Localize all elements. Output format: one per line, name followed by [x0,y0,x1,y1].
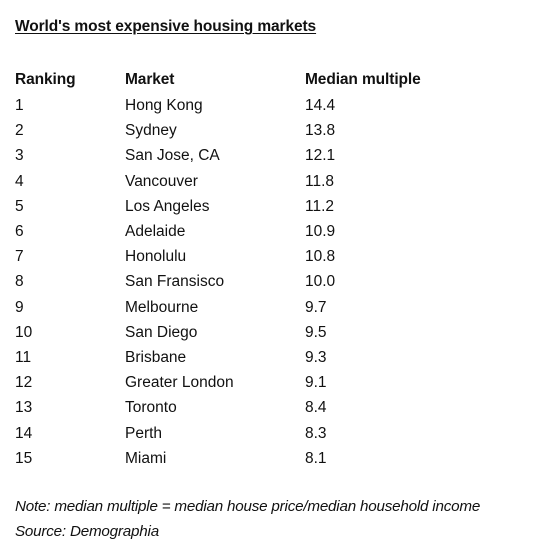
ranking-cell: 1 [15,97,24,114]
market-cell: Perth [125,424,163,442]
market-cell: San Fransisco [125,273,225,291]
market-cell: Sydney [125,122,177,140]
market-cell: Adelaide [125,223,186,241]
median-multiple-cell: 10.8 [305,248,336,266]
ranking-cell: 14 [15,424,33,442]
median-multiple-cell: 10.0 [305,273,336,291]
median-multiple-cell: 12.1 [305,147,336,165]
footnote-block: Note: median multiple = median house pri… [15,494,554,544]
ranking-cell: 13 [15,399,33,417]
table-body: 1 Hong Kong 14.4 2 Sydney 13.8 3 San Jose, CA 12… [15,93,455,471]
ranking-column-header: Ranking [15,71,76,89]
table-row: 1 Hong Kong 14.4 [15,93,455,118]
ranking-cell: 2 [15,122,24,140]
market-cell: Miami [125,449,167,467]
table-row: 9 Melbourne 9.7 [15,295,455,320]
median-multiple-cell: 9.1 [305,374,327,392]
housing-markets-table: Ranking Market Median multiple 1 Hong Kon… [15,67,455,471]
market-cell: Vancouver [125,172,198,190]
market-cell: San Diego [125,323,198,341]
ranking-cell: 11 [15,349,32,367]
median-multiple-cell: 8.4 [305,399,327,417]
table-row: 3 San Jose, CA 12.1 [15,143,455,168]
median-multiple-column-header: Median multiple [305,71,421,89]
table-row: 6 Adelaide 10.9 [15,219,455,244]
table-header-row: Ranking Market Median multiple [15,67,455,93]
median-multiple-cell: 13.8 [305,122,336,140]
ranking-cell: 7 [15,248,24,266]
document-title: World's most expensive housing markets [15,18,317,35]
ranking-cell: 9 [15,298,24,316]
ranking-cell: 3 [15,147,24,165]
market-cell: Toronto [125,399,177,417]
table-row: 8 San Fransisco 10.0 [15,269,455,294]
market-cell: Brisbane [125,349,187,367]
median-multiple-cell: 14.4 [305,97,336,114]
ranking-cell: 4 [15,172,24,190]
median-multiple-cell: 9.7 [305,298,327,316]
ranking-cell: 12 [15,374,33,392]
median-multiple-cell: 9.5 [305,323,327,341]
ranking-cell: 5 [15,197,24,215]
median-multiple-cell: 9.3 [305,349,327,367]
market-cell: Honolulu [125,248,187,266]
table-row: 4 Vancouver 11.8 [15,169,455,194]
document-page: World's most expensive housing markets R… [15,16,550,471]
table-row: 12 Greater London 9.1 [15,370,455,395]
ranking-cell: 15 [15,449,33,467]
median-multiple-cell: 11.8 [305,172,335,190]
market-cell: Hong Kong [125,97,203,114]
table-row: 5 Los Angeles 11.2 [15,194,455,219]
table-row: 11 Brisbane 9.3 [15,345,455,370]
source-text: Source: Demographia [15,523,159,540]
median-multiple-cell: 8.1 [305,449,327,467]
note-text: Note: median multiple = median house pri… [15,498,481,515]
table-row: 2 Sydney 13.8 [15,118,455,143]
ranking-cell: 10 [15,323,33,341]
market-column-header: Market [125,71,175,89]
ranking-cell: 8 [15,273,24,291]
market-cell: Los Angeles [125,197,210,215]
table-row: 10 San Diego 9.5 [15,320,455,345]
median-multiple-cell: 10.9 [305,223,336,241]
table-row: 14 Perth 8.3 [15,421,455,446]
ranking-cell: 6 [15,223,24,241]
table-row: 7 Honolulu 10.8 [15,244,455,269]
market-cell: Melbourne [125,298,199,316]
market-cell: San Jose, CA [125,147,220,165]
table-row: 13 Toronto 8.4 [15,395,455,420]
table-row: 15 Miami 8.1 [15,446,455,471]
market-cell: Greater London [125,374,234,392]
median-multiple-cell: 11.2 [305,197,335,215]
median-multiple-cell: 8.3 [305,424,327,442]
